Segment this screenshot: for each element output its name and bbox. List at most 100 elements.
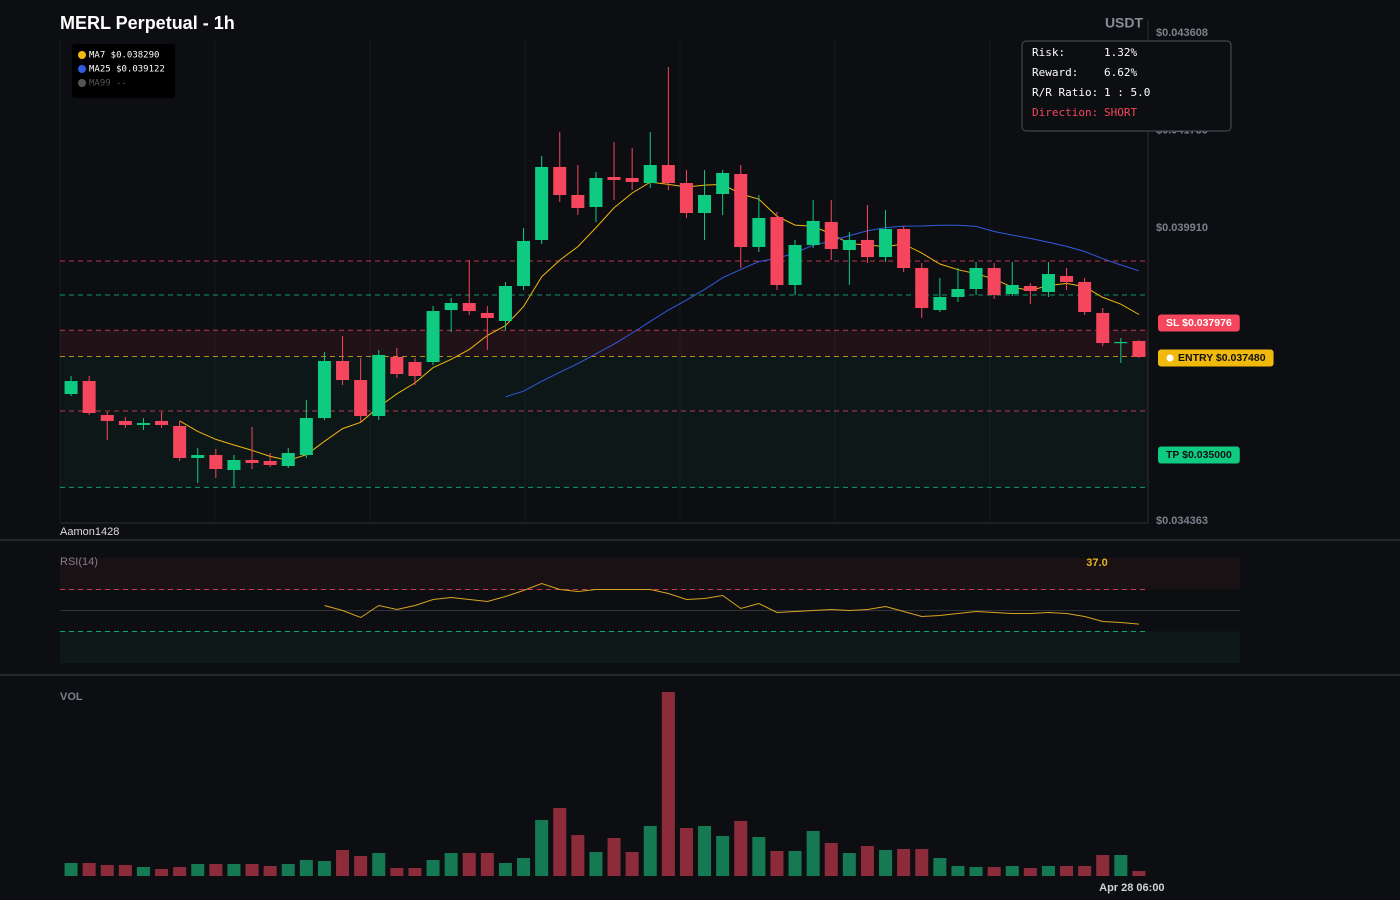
- chart-title: MERL Perpetual - 1h: [60, 13, 235, 33]
- candle-body: [842, 239, 856, 251]
- volume-bar: [444, 853, 458, 876]
- candle-body: [879, 228, 893, 258]
- plot-layer: $0.043608$0.041759$0.039910$0.03436337.0…: [0, 20, 1400, 894]
- candle-body: [897, 228, 911, 269]
- candle-body: [806, 220, 820, 245]
- candle-body: [444, 302, 458, 311]
- rsi-title: RSI(14): [60, 556, 98, 568]
- volume-bar: [372, 853, 386, 876]
- volume-bar: [1132, 871, 1146, 876]
- volume-bar: [498, 863, 512, 876]
- volume-bar: [752, 837, 766, 876]
- volume-bar: [82, 863, 96, 876]
- candle-body: [517, 240, 531, 286]
- rsi-value-label: 37.0: [1086, 557, 1107, 569]
- volume-title: VOL: [60, 691, 83, 703]
- volume-bar: [571, 835, 585, 876]
- candle-body: [173, 425, 187, 458]
- candle-body: [336, 361, 350, 381]
- risk-value: 1.32%: [1104, 46, 1137, 59]
- candle-body: [951, 289, 965, 297]
- volume-bar: [1060, 866, 1074, 876]
- rsi-overbought-zone: [60, 558, 1240, 590]
- candle-body: [118, 420, 132, 425]
- volume-bar: [390, 868, 404, 876]
- volume-bar: [136, 867, 150, 876]
- volume-bar: [933, 858, 947, 876]
- candle-body: [553, 166, 567, 195]
- candle-body: [679, 183, 693, 213]
- candle-body: [734, 173, 748, 247]
- legend-label: MA7 $0.038290: [89, 51, 159, 61]
- candle-body: [1060, 275, 1074, 282]
- candle-body: [245, 459, 259, 463]
- candle-body: [480, 312, 494, 318]
- candle-body: [191, 455, 205, 458]
- volume-bar: [607, 838, 621, 876]
- risk-value: 1 : 5.0: [1104, 86, 1150, 99]
- volume-bar: [698, 826, 712, 876]
- volume-bar: [553, 808, 567, 876]
- volume-bar: [517, 858, 531, 876]
- candle-body: [299, 418, 313, 456]
- volume-bar: [173, 867, 187, 876]
- volume-bar: [317, 861, 331, 876]
- candle-body: [64, 381, 78, 394]
- volume-bar: [679, 828, 693, 876]
- level-tag-box: [1158, 446, 1240, 464]
- volume-bar: [1023, 868, 1037, 876]
- volume-bar: [245, 864, 259, 876]
- level-tag: TP $0.035000: [1158, 446, 1240, 464]
- volume-bar: [462, 853, 476, 876]
- volume-bar: [64, 863, 78, 876]
- candle-body: [933, 296, 947, 311]
- candle-body: [535, 166, 549, 240]
- volume-bar: [209, 864, 223, 876]
- candle-body: [607, 176, 621, 181]
- candle-body: [372, 354, 386, 417]
- volume-bar: [625, 852, 639, 876]
- volume-bar: [118, 865, 132, 876]
- volume-bar: [263, 866, 277, 876]
- candle-body: [1023, 285, 1037, 292]
- candle-body: [498, 285, 512, 321]
- candle-body: [770, 217, 784, 285]
- risk-label: R/R Ratio:: [1032, 86, 1098, 99]
- price-zone: [60, 356, 1148, 488]
- entry-dot: [1166, 354, 1174, 362]
- candle-body: [317, 361, 331, 419]
- volume-bar: [879, 850, 893, 876]
- volume-bar: [969, 867, 983, 876]
- volume-bar: [480, 853, 494, 876]
- volume-bar: [408, 868, 422, 876]
- candle-body: [824, 221, 838, 249]
- rsi-oversold-zone: [60, 631, 1240, 663]
- risk-label: Reward:: [1032, 66, 1078, 79]
- risk-label: Risk:: [1032, 46, 1065, 59]
- volume-bar: [734, 821, 748, 876]
- candle-body: [987, 268, 1001, 295]
- candle-body: [263, 460, 277, 465]
- candle-body: [155, 420, 169, 425]
- candle-body: [698, 194, 712, 213]
- volume-bar: [824, 843, 838, 876]
- volume-bar: [915, 849, 929, 876]
- candle-body: [661, 165, 675, 184]
- volume-bar: [951, 866, 965, 876]
- candle-body: [625, 178, 639, 183]
- candle-body: [1041, 274, 1055, 293]
- y-tick-label: $0.034363: [1156, 515, 1208, 527]
- candle-body: [281, 453, 295, 466]
- currency-unit: USDT: [1105, 15, 1144, 31]
- risk-panel: [1021, 40, 1232, 132]
- volume-bar: [788, 851, 802, 876]
- volume-bar: [1114, 855, 1128, 876]
- risk-value: 6.62%: [1104, 66, 1137, 79]
- x-tick-label: Apr 28 06:00: [1099, 882, 1164, 894]
- candle-body: [354, 380, 368, 417]
- candle-body: [788, 244, 802, 285]
- candle-body: [1005, 284, 1019, 294]
- volume-bar: [426, 860, 440, 876]
- candle-body: [426, 311, 440, 363]
